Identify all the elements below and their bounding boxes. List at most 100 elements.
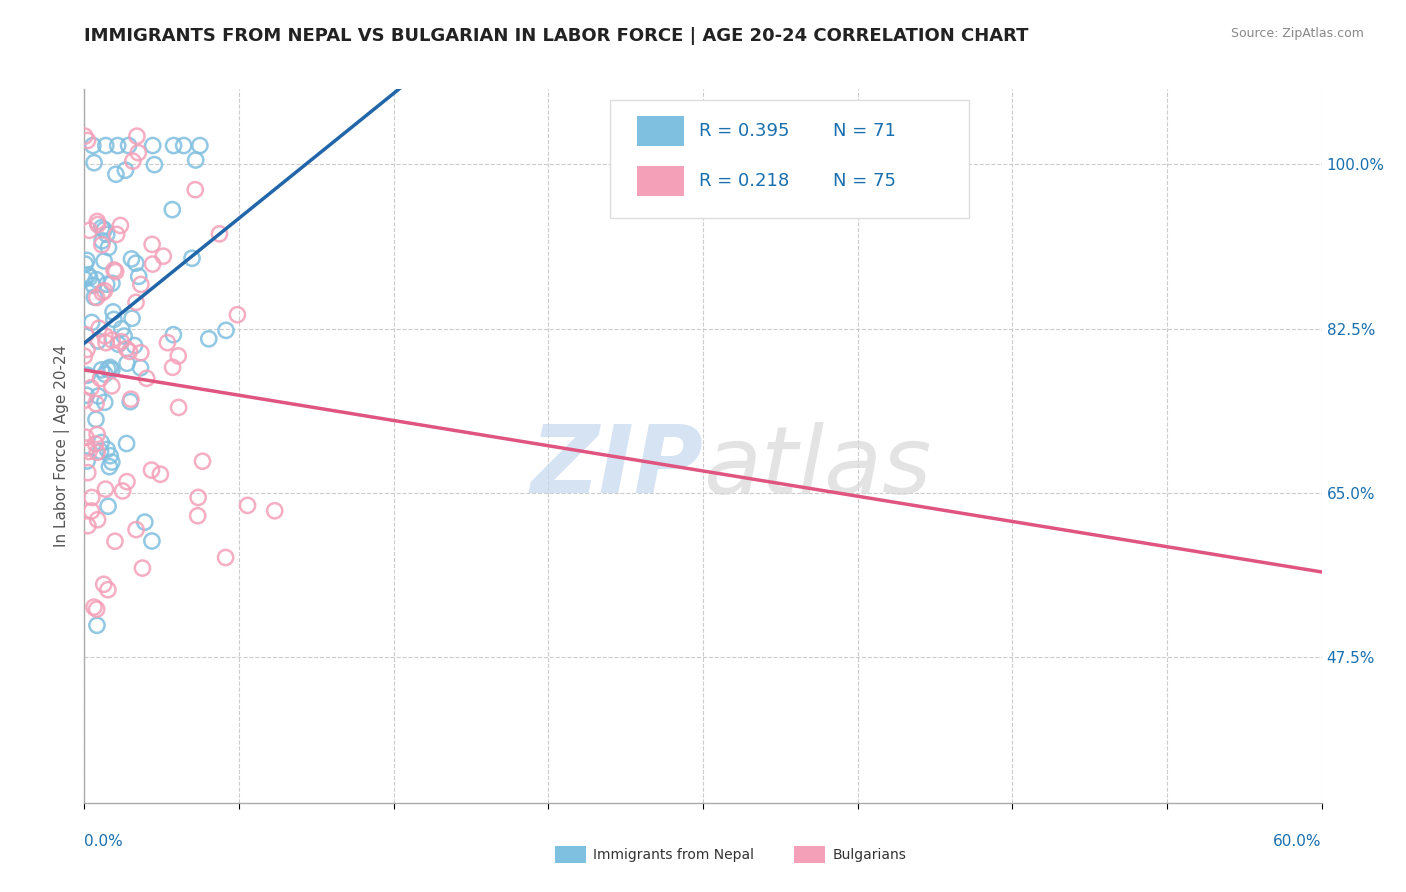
Point [162, 327, 184, 342]
Point [167, 401, 190, 415]
Point [115, 475, 138, 489]
Point [73, 349, 96, 363]
Point [120, 392, 142, 406]
Point [90, 435, 112, 450]
Point [214, 550, 236, 565]
Point [77, 444, 100, 458]
Text: Source: ZipAtlas.com: Source: ZipAtlas.com [1230, 27, 1364, 40]
Point [86, 214, 108, 228]
Point [104, 167, 127, 181]
Point [101, 455, 124, 469]
Point [82, 278, 104, 293]
Point [76, 133, 98, 147]
Point [87, 389, 110, 403]
Point [75, 327, 97, 342]
Point [104, 534, 127, 549]
Point [87, 334, 110, 348]
Point [73, 272, 96, 286]
Point [91, 234, 114, 248]
Point [76, 466, 98, 480]
Point [135, 371, 157, 385]
Point [76, 253, 98, 268]
Point [79, 270, 101, 285]
Point [101, 305, 124, 319]
Point [86, 291, 108, 305]
Point [110, 219, 132, 233]
Point [77, 268, 100, 282]
Point [263, 504, 285, 518]
Text: ZIP: ZIP [530, 421, 703, 514]
Point [97, 582, 120, 597]
Point [105, 227, 128, 242]
Point [115, 342, 138, 356]
Point [90, 363, 112, 377]
Point [215, 323, 238, 337]
Point [77, 518, 100, 533]
Bar [637, 166, 685, 196]
Point [93, 253, 115, 268]
FancyBboxPatch shape [610, 100, 969, 218]
Point [120, 394, 142, 409]
Point [152, 249, 174, 263]
Point [141, 237, 163, 252]
Point [93, 577, 115, 591]
Point [80, 315, 103, 329]
Point [101, 363, 124, 377]
Point [162, 138, 184, 153]
Text: Bulgarians: Bulgarians [832, 847, 907, 862]
Point [125, 295, 148, 310]
Point [187, 491, 209, 505]
Point [125, 129, 148, 144]
Point [83, 290, 105, 304]
Point [87, 218, 110, 232]
Point [73, 129, 96, 144]
Point [93, 223, 115, 237]
Point [156, 335, 179, 350]
Point [93, 284, 115, 298]
Point [80, 504, 103, 518]
Point [94, 138, 117, 153]
Point [103, 263, 125, 277]
Text: atlas: atlas [703, 422, 931, 513]
Point [143, 158, 166, 172]
Point [101, 333, 124, 347]
Point [187, 508, 209, 523]
Point [173, 138, 195, 153]
Point [84, 437, 107, 451]
Text: N = 75: N = 75 [832, 171, 896, 189]
Point [128, 269, 150, 284]
Point [121, 154, 143, 169]
Point [86, 272, 108, 286]
Text: R = 0.218: R = 0.218 [699, 171, 790, 189]
Point [115, 356, 138, 370]
Point [79, 223, 101, 237]
Point [84, 396, 107, 410]
Text: IMMIGRANTS FROM NEPAL VS BULGARIAN IN LABOR FORCE | AGE 20-24 CORRELATION CHART: IMMIGRANTS FROM NEPAL VS BULGARIAN IN LA… [84, 27, 1029, 45]
Point [162, 202, 184, 217]
Point [75, 257, 97, 271]
Point [111, 322, 134, 336]
Point [117, 138, 139, 153]
Point [111, 483, 134, 498]
Point [115, 436, 138, 450]
Point [82, 138, 104, 153]
Point [125, 256, 148, 270]
Text: R = 0.395: R = 0.395 [699, 121, 790, 139]
Point [188, 138, 211, 153]
Point [98, 449, 121, 463]
Point [121, 252, 143, 266]
Point [141, 533, 163, 548]
Point [110, 334, 132, 349]
Point [125, 523, 148, 537]
Point [101, 277, 124, 291]
Text: N = 71: N = 71 [832, 121, 896, 139]
Point [96, 227, 118, 242]
Point [96, 277, 118, 292]
Point [129, 277, 152, 292]
Point [89, 444, 111, 458]
Point [94, 367, 117, 381]
Point [107, 337, 129, 351]
Point [75, 388, 97, 402]
Point [83, 600, 105, 615]
Point [86, 618, 108, 632]
